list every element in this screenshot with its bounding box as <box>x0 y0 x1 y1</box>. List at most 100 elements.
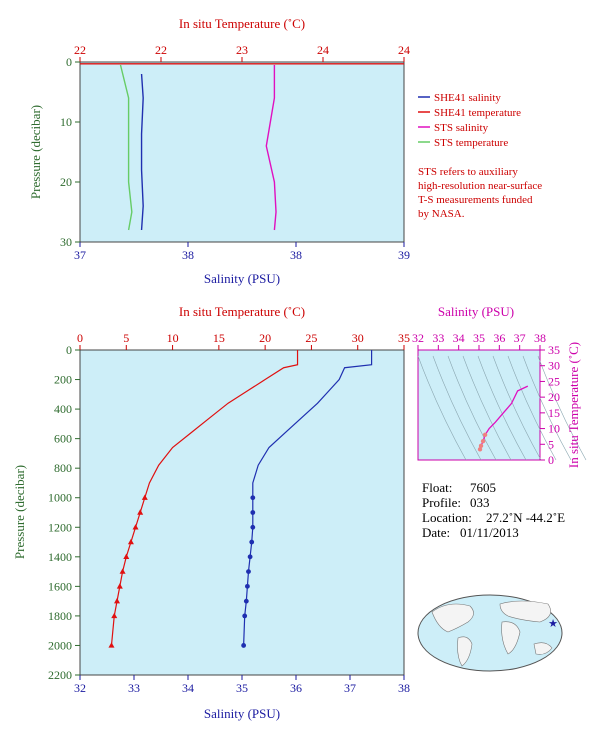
top-temp-tick-label: 22 <box>155 43 167 57</box>
temperature-point <box>116 583 123 589</box>
ts-temp-tick-label: 5 <box>548 437 554 451</box>
land-eurasia <box>499 600 551 623</box>
land-australia <box>533 642 553 655</box>
panel-full-profile: In situ Temperature (˚C) Salinity (PSU) … <box>12 304 410 721</box>
ts-salinity-axis-title: Salinity (PSU) <box>438 304 514 319</box>
ts-point <box>480 438 486 444</box>
top-panel-salinity-ticks: 37 38 38 39 <box>74 242 410 262</box>
float-position-marker-icon: ★ <box>548 618 558 630</box>
main-pres-tick-label: 800 <box>54 461 72 475</box>
main-panel-temp-ticks: 0 5 10 15 20 25 30 35 <box>77 331 410 350</box>
panel-ts-diagram: Salinity (PSU) In situ Temperature (˚C) … <box>412 304 587 468</box>
isopycnal-line <box>537 355 587 461</box>
salinity-point <box>245 583 250 589</box>
main-series-salinity <box>243 350 373 646</box>
panel-near-surface: In situ Temperature (˚C) Salinity (PSU) … <box>28 16 410 286</box>
ts-series <box>477 385 529 452</box>
main-pres-tick-label: 1400 <box>48 550 72 564</box>
main-temp-tick-label: 10 <box>167 331 179 345</box>
top-pres-tick-label: 10 <box>60 115 72 129</box>
isopycnal-line <box>432 355 482 461</box>
ts-temp-axis-title: In situ Temperature (˚C) <box>566 342 581 468</box>
top-temp-tick-label: 22 <box>74 43 86 57</box>
ts-curve <box>479 385 529 450</box>
main-sal-tick-label: 33 <box>128 681 140 695</box>
legend-label-sts-salinity: STS salinity <box>434 122 489 134</box>
legend: SHE41 salinity SHE41 temperature STS sal… <box>418 92 521 149</box>
temperature-point <box>111 612 118 619</box>
isopycnal-line <box>522 355 572 461</box>
ts-temp-tick-label: 10 <box>548 422 560 436</box>
top-series-she41-salinity <box>140 73 144 231</box>
profile-value: 033 <box>470 495 490 510</box>
top-sal-tick-label: 37 <box>74 248 86 262</box>
main-temp-tick-label: 30 <box>352 331 364 345</box>
main-pres-tick-label: 0 <box>66 343 72 357</box>
location-label: Location: <box>422 510 472 525</box>
main-temp-tick-label: 5 <box>123 331 129 345</box>
float-label: Float: <box>422 480 452 495</box>
main-series-temperature <box>110 350 299 646</box>
main-panel-salinity-ticks: 32 33 34 35 36 37 38 <box>74 675 410 695</box>
top-series-sts-salinity <box>265 65 277 231</box>
top-panel-pressure-axis-title: Pressure (decibar) <box>28 105 43 199</box>
main-sal-tick-label: 32 <box>74 681 86 695</box>
isopycnal-line <box>492 355 542 461</box>
temperature-point <box>127 538 134 545</box>
temperature-point <box>123 553 130 560</box>
top-temp-tick-label: 24 <box>398 43 410 57</box>
plot-area-top <box>79 61 405 243</box>
main-pres-tick-label: 1000 <box>48 491 72 505</box>
top-panel-series <box>80 63 404 231</box>
location-value: 27.2˚N -44.2˚E <box>486 510 565 525</box>
land-north-america <box>431 603 474 633</box>
main-panel-series <box>108 350 373 648</box>
salinity-point <box>243 598 249 604</box>
land-africa <box>501 621 521 655</box>
ts-sal-tick-label: 36 <box>493 331 505 345</box>
main-sal-tick-label: 36 <box>290 681 302 695</box>
note-line-3: T-S measurements funded <box>418 194 533 206</box>
main-pres-tick-label: 1800 <box>48 609 72 623</box>
salinity-point <box>250 524 256 530</box>
map-land <box>431 600 553 667</box>
main-sal-tick-label: 34 <box>182 681 194 695</box>
main-pres-tick-label: 2000 <box>48 638 72 652</box>
top-temp-tick-label: 23 <box>236 43 248 57</box>
ts-point <box>482 432 488 438</box>
sts-note: STS refers to auxiliary high-resolution … <box>418 166 542 220</box>
top-sal-tick-label: 38 <box>290 248 302 262</box>
land-south-america <box>457 636 473 667</box>
main-temp-tick-label: 35 <box>398 331 410 345</box>
top-panel-temp-ticks: 22 22 23 24 24 <box>74 43 410 62</box>
salinity-point <box>247 554 253 560</box>
legend-label-she41-salinity: SHE41 salinity <box>434 92 501 104</box>
main-panel-pressure-ticks: 0 200 400 600 800 1000 1200 1400 1600 1800 2000 220… <box>48 343 80 682</box>
plot-area-main <box>79 349 405 676</box>
ts-temp-tick-label: 30 <box>548 359 560 373</box>
ts-point <box>477 447 483 452</box>
ts-sal-tick-label: 37 <box>514 331 526 345</box>
ts-temp-tick-label: 25 <box>548 374 560 388</box>
main-panel-temp-axis-title: In situ Temperature (˚C) <box>179 304 305 319</box>
float-info: Float: 7605 Profile: 033 Location: 27.2˚… <box>422 480 565 540</box>
legend-label-she41-temperature: SHE41 temperature <box>434 107 521 119</box>
plot-area-ts <box>417 349 541 461</box>
temperature-point <box>114 597 121 604</box>
main-sal-tick-label: 38 <box>398 681 410 695</box>
legend-label-sts-temperature: STS temperature <box>434 137 508 149</box>
ts-sal-tick-label: 33 <box>432 331 444 345</box>
isopycnal-line <box>447 355 497 461</box>
main-pres-tick-label: 600 <box>54 432 72 446</box>
temperature-point <box>141 494 148 500</box>
main-temp-tick-label: 20 <box>259 331 271 345</box>
temperature-point <box>132 524 139 530</box>
isopycnal-line <box>507 355 557 461</box>
main-panel-salinity-axis-title: Salinity (PSU) <box>204 706 280 721</box>
top-panel-temp-axis-title: In situ Temperature (˚C) <box>179 16 305 31</box>
main-sal-tick-label: 37 <box>344 681 356 695</box>
isopycnal-line <box>417 355 467 461</box>
world-map: ★ <box>417 594 563 672</box>
